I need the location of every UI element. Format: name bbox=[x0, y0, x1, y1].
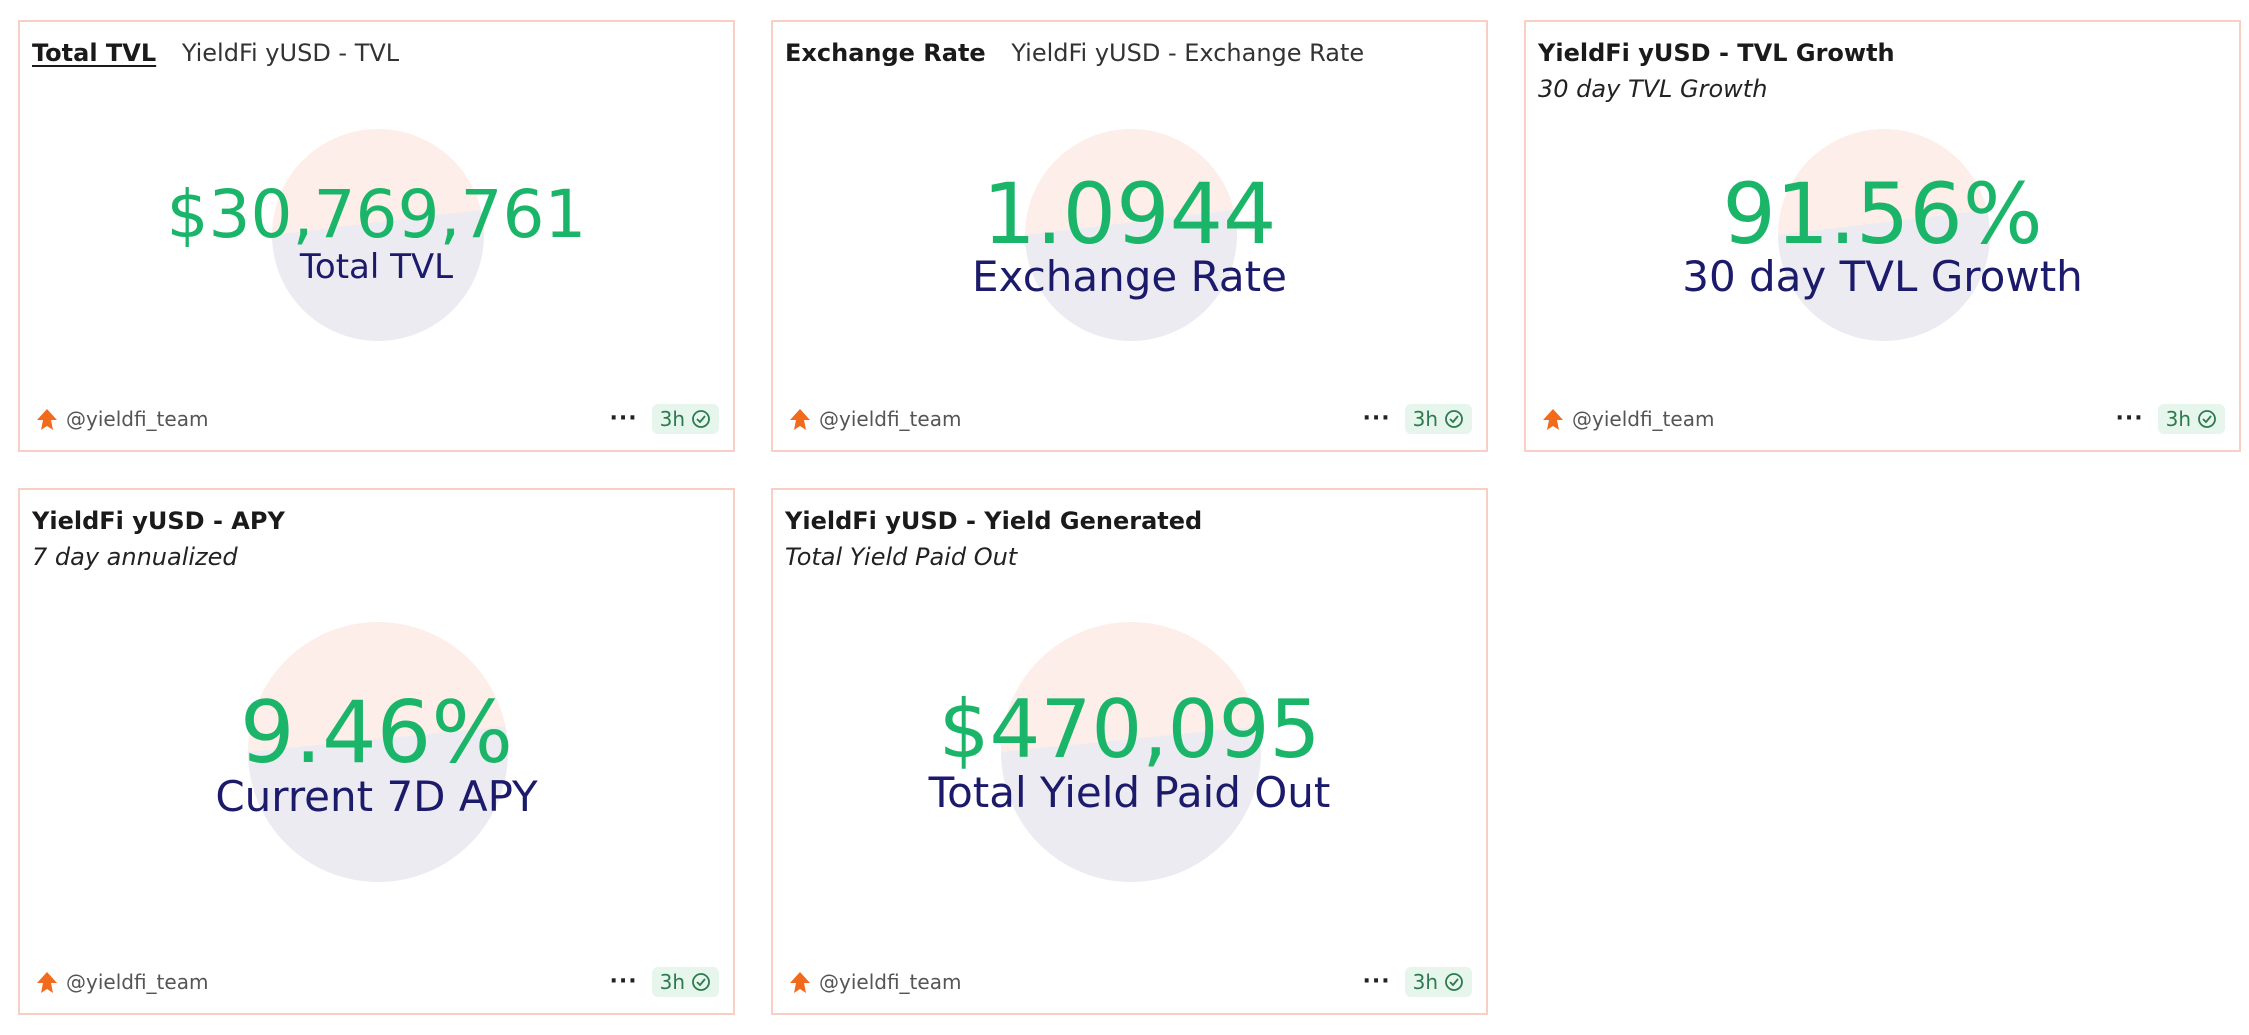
more-options-icon[interactable]: ··· bbox=[609, 969, 638, 994]
author-link[interactable]: @yieldfi_team bbox=[34, 402, 208, 436]
check-circle-icon bbox=[692, 410, 710, 428]
background-disc bbox=[272, 129, 484, 341]
author-link[interactable]: @yieldfi_team bbox=[34, 965, 208, 999]
query-title-link[interactable]: Exchange Rate bbox=[785, 39, 986, 67]
counter-label: Exchange Rate bbox=[972, 252, 1287, 301]
refresh-badge: 3h bbox=[2157, 404, 2225, 434]
card-title[interactable]: YieldFi yUSD - Yield Generated bbox=[785, 507, 1203, 535]
card-footer: @yieldfi_team ··· 3h bbox=[34, 402, 719, 436]
card-subtitle: 7 day annualized bbox=[32, 543, 238, 571]
card-footer: @yieldfi_team ··· 3h bbox=[787, 402, 1472, 436]
counter-label: Current 7D APY bbox=[215, 772, 538, 821]
refresh-badge: 3h bbox=[1404, 967, 1472, 997]
author-name: @yieldfi_team bbox=[819, 970, 962, 994]
check-circle-icon bbox=[1445, 973, 1463, 991]
counter-label: Total Yield Paid Out bbox=[928, 768, 1331, 817]
author-logo-icon bbox=[790, 972, 810, 993]
refresh-badge: 3h bbox=[1404, 404, 1472, 434]
author-name: @yieldfi_team bbox=[1572, 407, 1715, 431]
author-logo-icon bbox=[37, 972, 57, 993]
card-header: Exchange Rate YieldFi yUSD - Exchange Ra… bbox=[785, 38, 1474, 68]
card-footer: @yieldfi_team ··· 3h bbox=[34, 965, 719, 999]
counter-value: $470,095 bbox=[938, 683, 1321, 776]
counter-value: 1.0944 bbox=[982, 165, 1277, 263]
counter-value: $30,769,761 bbox=[166, 176, 587, 253]
check-circle-icon bbox=[1445, 410, 1463, 428]
refresh-time: 3h bbox=[659, 970, 685, 994]
counter-card-yield-generated: YieldFi yUSD - Yield Generated Total Yie… bbox=[771, 488, 1488, 1015]
card-subtitle: Total Yield Paid Out bbox=[785, 543, 1018, 571]
more-options-icon[interactable]: ··· bbox=[609, 406, 638, 431]
counter-card-apy: YieldFi yUSD - APY 7 day annualized 9.46… bbox=[18, 488, 735, 1015]
background-disc bbox=[1778, 129, 1990, 341]
card-title[interactable]: YieldFi yUSD - TVL Growth bbox=[1538, 39, 1895, 67]
card-header: Total TVL YieldFi yUSD - TVL bbox=[32, 38, 721, 68]
counter-label: 30 day TVL Growth bbox=[1682, 252, 2083, 301]
author-name: @yieldfi_team bbox=[66, 970, 209, 994]
refresh-badge: 3h bbox=[651, 404, 719, 434]
visualization-name: YieldFi yUSD - TVL bbox=[181, 39, 400, 67]
refresh-time: 3h bbox=[659, 407, 685, 431]
background-disc bbox=[1025, 129, 1237, 341]
author-logo-icon bbox=[790, 409, 810, 430]
card-footer: @yieldfi_team ··· 3h bbox=[1540, 402, 2225, 436]
card-header: YieldFi yUSD - TVL Growth 30 day TVL Gro… bbox=[1538, 38, 2227, 104]
card-footer: @yieldfi_team ··· 3h bbox=[787, 965, 1472, 999]
check-circle-icon bbox=[2198, 410, 2216, 428]
counter-card-total-tvl: Total TVL YieldFi yUSD - TVL $30,769,761… bbox=[18, 20, 735, 452]
query-title-link[interactable]: Total TVL bbox=[32, 39, 157, 67]
author-name: @yieldfi_team bbox=[819, 407, 962, 431]
author-link[interactable]: @yieldfi_team bbox=[787, 965, 961, 999]
card-header: YieldFi yUSD - Yield Generated Total Yie… bbox=[785, 506, 1474, 572]
counter-value: 9.46% bbox=[239, 683, 514, 783]
visualization-name: YieldFi yUSD - Exchange Rate bbox=[1011, 39, 1365, 67]
refresh-time: 3h bbox=[1412, 407, 1438, 431]
background-disc bbox=[1001, 622, 1261, 882]
more-options-icon[interactable]: ··· bbox=[1362, 969, 1391, 994]
author-logo-icon bbox=[37, 409, 57, 430]
more-options-icon[interactable]: ··· bbox=[1362, 406, 1391, 431]
card-subtitle: 30 day TVL Growth bbox=[1538, 75, 1768, 103]
author-logo-icon bbox=[1543, 409, 1563, 430]
counter-card-tvl-growth: YieldFi yUSD - TVL Growth 30 day TVL Gro… bbox=[1524, 20, 2241, 452]
author-name: @yieldfi_team bbox=[66, 407, 209, 431]
check-circle-icon bbox=[692, 973, 710, 991]
refresh-time: 3h bbox=[2165, 407, 2191, 431]
author-link[interactable]: @yieldfi_team bbox=[787, 402, 961, 436]
refresh-time: 3h bbox=[1412, 970, 1438, 994]
more-options-icon[interactable]: ··· bbox=[2115, 406, 2144, 431]
card-title[interactable]: YieldFi yUSD - APY bbox=[32, 507, 285, 535]
card-header: YieldFi yUSD - APY 7 day annualized bbox=[32, 506, 721, 572]
counter-value: 91.56% bbox=[1722, 165, 2043, 263]
counter-card-exchange-rate: Exchange Rate YieldFi yUSD - Exchange Ra… bbox=[771, 20, 1488, 452]
refresh-badge: 3h bbox=[651, 967, 719, 997]
background-disc bbox=[248, 622, 508, 882]
author-link[interactable]: @yieldfi_team bbox=[1540, 402, 1714, 436]
counter-label: Total TVL bbox=[299, 247, 454, 287]
